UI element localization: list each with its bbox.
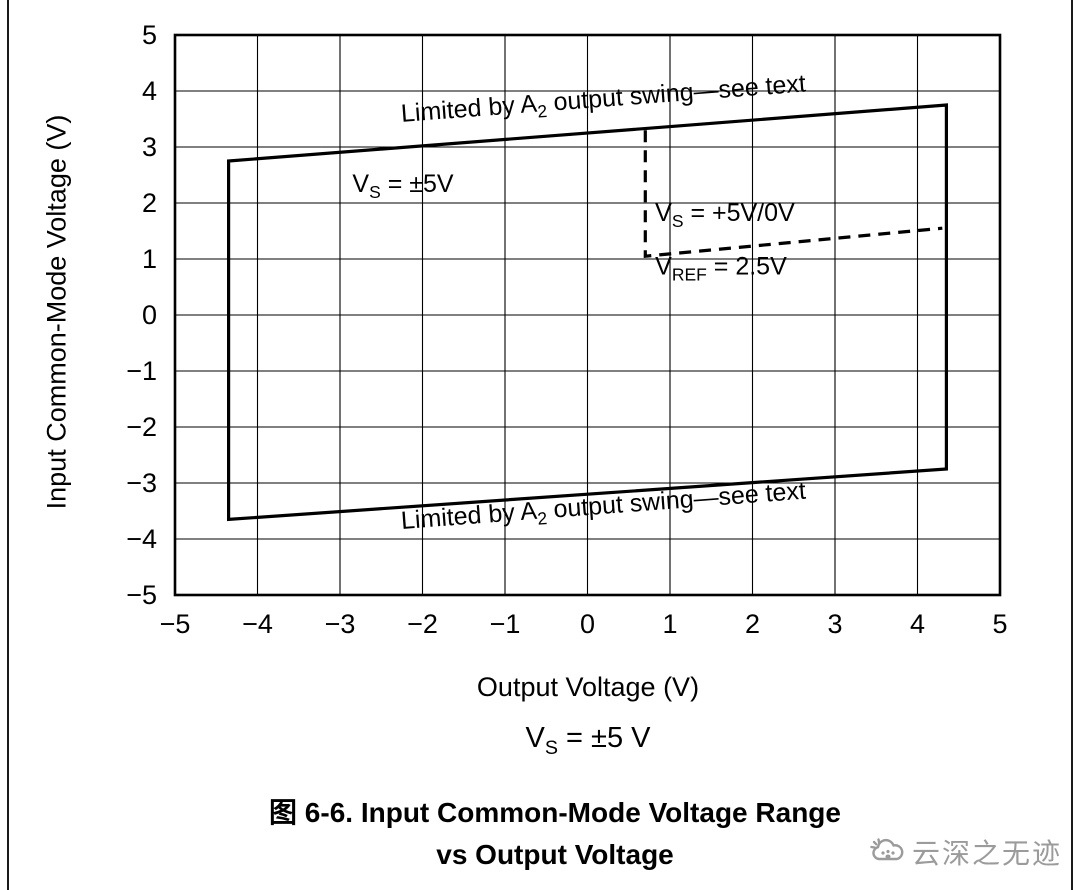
y-tick-label: −1 [126,356,157,386]
x-tick-label: −3 [325,609,356,639]
x-tick-label: 0 [580,609,595,639]
y-tick-label: 4 [142,76,157,106]
chart-annotation: VS = +5V/0V [655,199,795,231]
series-boundary-vs-plus5v-0v-vref-2p5v [643,130,943,258]
figure-caption-line2: vs Output Voltage [436,839,674,870]
x-axis-title: Output Voltage (V) [476,672,700,702]
cloud-stamp-icon [870,838,904,861]
y-tick-label: 5 [142,20,157,50]
x-tick-label: −2 [407,609,438,639]
y-tick-label: −3 [126,468,157,498]
x-tick-label: 2 [745,609,760,639]
chart-annotation: VS = ±5V [352,170,453,202]
chart-annotation: Limited by A2 output swing—see text [400,477,807,539]
x-tick-label: −5 [160,609,191,639]
figure-caption: 图 6-6. Input Common-Mode Voltage Range v… [269,792,841,876]
x-tick-label: 5 [992,609,1007,639]
watermark-text: 云深之无迹 [911,838,1062,869]
x-tick-label: −4 [242,609,273,639]
figure-caption-line1: 图 6-6. Input Common-Mode Voltage Range [269,797,841,828]
y-tick-label: 3 [142,132,157,162]
watermark: 云深之无迹 [870,832,1062,872]
y-tick-label: 0 [142,300,157,330]
plot-border [173,33,1002,597]
page-border-right [1071,0,1073,890]
x-tick-label: 4 [910,609,925,639]
y-tick-label: 2 [142,188,157,218]
x-tick-label: 3 [827,609,842,639]
y-tick-label: −4 [126,524,157,554]
test-condition-label: VS = ±5 V [525,722,651,759]
x-tick-label: −1 [490,609,521,639]
chart-annotation: VREF = 2.5V [655,253,787,285]
y-tick-label: −2 [126,412,157,442]
y-tick-label: −5 [126,580,157,610]
y-axis-title: Input Common-Mode Voltage (V) [41,114,72,510]
series-input-cm-range-vs-pm5v [227,103,949,522]
chart-canvas: −5 −4 −3 −2 −1 0 1 2 3 4 5 −5 −4 −3 −2 −1 0 1 2 3 4 5 Limited … [126,20,1007,639]
y-tick-label: 1 [142,244,157,274]
page-border-left [7,0,9,890]
x-tick-label: 1 [662,609,677,639]
chart-annotation: Limited by A2 output swing—see text [400,70,807,132]
